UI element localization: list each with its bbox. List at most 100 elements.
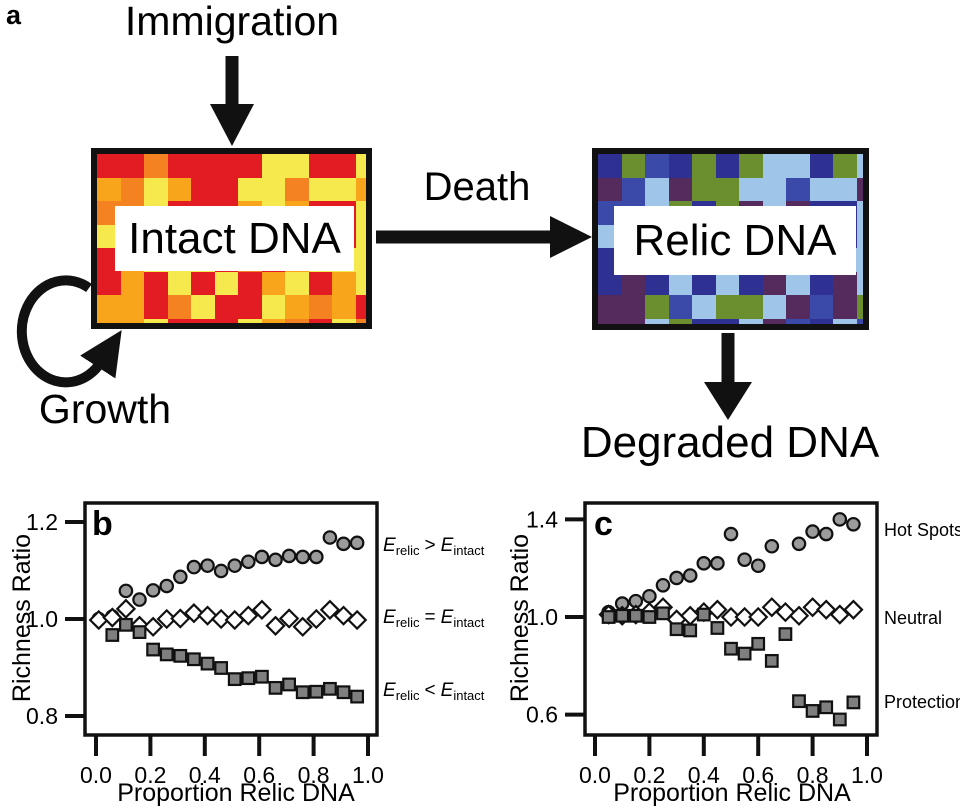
data-point-square <box>805 704 820 718</box>
dna-tile <box>144 318 168 323</box>
data-point-circle <box>655 577 671 593</box>
dna-tile <box>355 318 366 323</box>
data-point-diamond <box>720 606 742 628</box>
dna-tile <box>261 154 285 178</box>
data-point-square <box>846 695 861 710</box>
data-point-circle <box>846 516 861 532</box>
x-tick-label: 0.6 <box>742 762 774 788</box>
legend-e-relic-lt-e-intact: Erelic < Eintact <box>383 680 484 703</box>
dna-tile <box>856 271 863 295</box>
dna-tile <box>621 318 645 324</box>
immigration-arrow <box>210 56 254 146</box>
data-point-square <box>323 681 337 696</box>
data-point-circle <box>696 556 712 571</box>
x-tick-label: 0.2 <box>633 762 665 788</box>
dna-tile <box>167 154 191 178</box>
legend-subscript: intact <box>453 615 485 630</box>
dna-tile <box>762 295 786 319</box>
data-point-square <box>282 677 297 692</box>
relic-dna-box: Relic DNA <box>592 148 869 330</box>
x-tick-label: 0.8 <box>298 762 330 788</box>
dna-tile <box>645 295 669 319</box>
dna-tile <box>762 177 786 201</box>
data-point-circle <box>764 538 780 554</box>
dna-tile <box>285 318 309 323</box>
data-point-circle <box>281 548 297 564</box>
dna-tile <box>238 271 262 295</box>
dna-tile <box>715 295 739 319</box>
data-point-diamond <box>251 599 273 620</box>
legend-subscript: intact <box>453 543 485 558</box>
data-point-diamond <box>142 616 164 637</box>
dna-tile <box>786 318 810 324</box>
dna-tile <box>668 177 692 201</box>
dna-tile <box>621 271 645 295</box>
label-hot-spots: Hot Spots <box>884 520 960 540</box>
dna-tile <box>856 318 863 324</box>
legend-e-relic-gt-e-intact: Erelic > Eintact <box>383 535 484 558</box>
dna-tile <box>261 295 285 319</box>
dna-tile <box>692 318 716 324</box>
dna-tile <box>144 295 168 319</box>
data-point-diamond <box>265 615 286 636</box>
data-point-circle <box>723 526 739 542</box>
dna-tile <box>191 318 215 323</box>
dna-tile <box>191 154 215 178</box>
dna-tile <box>809 177 833 201</box>
data-point-diamond <box>346 609 368 631</box>
legend-subscript: intact <box>453 688 485 703</box>
dna-tile <box>167 177 191 201</box>
data-point-diamond <box>306 608 327 630</box>
data-point-diamond <box>156 608 177 630</box>
dna-tile <box>238 318 262 323</box>
dna-tile <box>856 201 863 225</box>
legend-e-relic-eq-e-intact: Erelic = Eintact <box>383 607 484 630</box>
growth-loop-arrow <box>16 275 122 388</box>
data-point-diamond <box>843 599 864 620</box>
data-point-square <box>778 627 793 641</box>
dna-tile <box>332 177 356 201</box>
data-point-square <box>696 607 711 622</box>
dna-tile <box>668 295 692 319</box>
y-tick-label: 1.0 <box>526 604 558 630</box>
dna-tile <box>833 271 857 295</box>
data-point-square <box>295 685 310 700</box>
dna-tile <box>261 271 285 295</box>
data-point-square <box>669 622 684 637</box>
panel-a-letter: a <box>6 0 22 30</box>
dna-tile <box>833 295 857 319</box>
data-point-diamond <box>319 599 341 620</box>
chart-b-y-axis-label: Richness Ratio <box>8 533 36 703</box>
dna-tile <box>191 177 215 201</box>
dna-tile <box>214 154 238 178</box>
dna-tile <box>786 271 810 295</box>
dna-tile <box>97 271 121 295</box>
dna-tile <box>144 154 168 178</box>
data-point-circle <box>173 569 188 585</box>
dna-tile <box>856 154 863 178</box>
data-point-diamond <box>102 607 123 628</box>
dna-tile <box>598 295 622 319</box>
data-point-diamond <box>788 605 810 626</box>
data-point-diamond <box>170 608 191 629</box>
data-point-circle <box>200 558 215 573</box>
dna-tile <box>355 154 366 178</box>
dna-tile <box>285 271 309 295</box>
data-point-square <box>832 712 847 727</box>
dna-tile <box>238 295 262 319</box>
immigration-label: Immigration <box>124 0 340 44</box>
data-point-square <box>336 685 351 700</box>
dna-tile <box>833 177 857 201</box>
data-point-circle <box>227 558 243 573</box>
data-point-circle <box>805 524 820 539</box>
data-point-square <box>819 700 834 715</box>
y-tick-label: 1.4 <box>526 506 558 532</box>
dna-tile <box>308 271 332 295</box>
legend-subscript: relic <box>395 615 420 630</box>
intact-dna-box: Intact DNA <box>91 148 372 329</box>
data-point-square <box>309 684 324 699</box>
dna-tile <box>355 177 366 201</box>
dna-tile <box>715 271 739 295</box>
chart-b: 0.0 0.2 0.4 0.6 0.8 1.0 0.8 1.0 1.2 <box>26 501 384 788</box>
dna-tile <box>598 271 622 295</box>
